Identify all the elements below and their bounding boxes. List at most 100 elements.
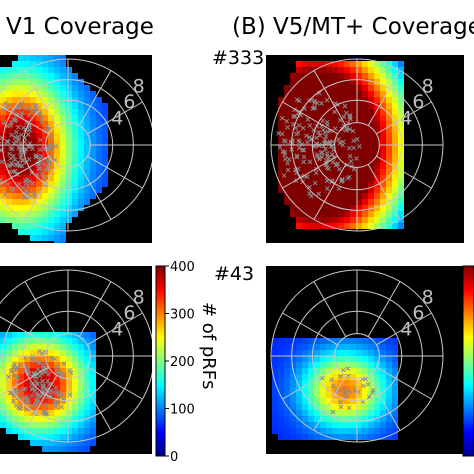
heatmap-cell — [278, 115, 284, 121]
heatmap-cell — [296, 199, 302, 205]
heatmap-cell — [368, 199, 374, 205]
heatmap-cell — [48, 151, 54, 157]
heatmap-cell — [308, 79, 314, 85]
heatmap-cell — [42, 434, 48, 440]
heatmap-cell — [24, 410, 30, 416]
heatmap-cell — [350, 61, 356, 67]
heatmap-cell — [54, 91, 60, 97]
heatmap-cell — [272, 404, 278, 410]
heatmap-cell — [392, 157, 398, 163]
heatmap-cell — [30, 356, 36, 362]
heatmap-cell — [332, 428, 338, 434]
heatmap-cell — [278, 392, 284, 398]
heatmap-cell — [78, 410, 84, 416]
heatmap-cell — [54, 362, 60, 368]
polar-spoke — [24, 281, 58, 337]
heatmap-cell — [48, 199, 54, 205]
heatmap-cell — [66, 374, 72, 380]
heatmap-cell — [54, 109, 60, 115]
heatmap-cell — [362, 73, 368, 79]
heatmap-cell — [302, 217, 308, 223]
heatmap-cell — [344, 73, 350, 79]
heatmap-cell — [386, 133, 392, 139]
heatmap-cell — [314, 428, 320, 434]
heatmap-cell — [12, 97, 18, 103]
heatmap-cell — [332, 211, 338, 217]
heatmap-cell — [54, 79, 60, 85]
heatmap-cell — [380, 133, 386, 139]
prf-marker — [370, 390, 375, 395]
heatmap-cell — [368, 151, 374, 157]
heatmap-cell — [326, 193, 332, 199]
heatmap-cell — [48, 422, 54, 428]
heatmap-cell — [66, 133, 72, 139]
heatmap-cell — [380, 163, 386, 169]
prf-marker — [8, 145, 14, 151]
prf-marker — [340, 367, 346, 373]
prf-marker — [22, 178, 28, 183]
heatmap-cell — [12, 416, 18, 422]
heatmap-cell — [36, 199, 42, 205]
heatmap-cell — [302, 145, 308, 151]
heatmap-cell — [374, 115, 380, 121]
prf-marker — [29, 170, 35, 176]
heatmap-cell — [398, 91, 404, 97]
heatmap-cell — [30, 121, 36, 127]
heatmap-cell — [0, 175, 6, 181]
prf-marker — [342, 103, 348, 109]
heatmap-cell — [362, 217, 368, 223]
heatmap-cell — [18, 428, 24, 434]
heatmap-cell — [362, 133, 368, 139]
heatmap-cell — [278, 404, 284, 410]
prf-marker — [0, 180, 2, 186]
heatmap-cell — [398, 145, 404, 151]
heatmap-cell — [60, 410, 66, 416]
heatmap-cell — [60, 434, 66, 440]
prf-marker — [357, 144, 362, 149]
prf-marker — [343, 110, 349, 116]
heatmap-cell — [66, 115, 72, 121]
heatmap-cell — [368, 127, 374, 133]
heatmap-cell — [362, 115, 368, 121]
heatmap-cell — [42, 187, 48, 193]
heatmap-cell — [78, 368, 84, 374]
heatmap-cell — [18, 368, 24, 374]
heatmap-cell — [54, 428, 60, 434]
heatmap-cell — [320, 344, 326, 350]
subject-label-333: #333 — [212, 47, 264, 69]
heatmap-cell — [314, 362, 320, 368]
heatmap-cell — [350, 434, 356, 440]
heatmap-cell — [66, 356, 72, 362]
heatmap-cell — [72, 181, 78, 187]
heatmap-cell — [296, 350, 302, 356]
polar-grid — [270, 269, 444, 443]
prf-marker — [29, 393, 35, 399]
heatmap-cell — [84, 350, 90, 356]
heatmap-cell — [296, 338, 302, 344]
prf-marker — [283, 139, 288, 144]
heatmap-cell — [60, 151, 66, 157]
prf-marker — [347, 114, 353, 120]
heatmap-cell — [12, 380, 18, 386]
prf-marker — [316, 130, 321, 135]
prf-marker — [0, 177, 3, 183]
heatmap-cell — [350, 199, 356, 205]
heatmap-cell — [302, 85, 308, 91]
heatmap-cell — [36, 362, 42, 368]
heatmap-cell — [338, 133, 344, 139]
heatmap-cell — [356, 139, 362, 145]
prf-marker — [365, 381, 371, 387]
heatmap-cell — [326, 344, 332, 350]
heatmap-cell — [338, 350, 344, 356]
heatmap-cell — [386, 79, 392, 85]
heatmap-cell — [30, 416, 36, 422]
heatmap-cell — [30, 398, 36, 404]
heatmap-cell — [84, 115, 90, 121]
heatmap-cell — [374, 199, 380, 205]
heatmap-cell — [72, 85, 78, 91]
heatmap-cell — [392, 133, 398, 139]
prf-marker — [13, 162, 19, 167]
heatmap-cell — [278, 133, 284, 139]
heatmap-cell — [398, 181, 404, 187]
heatmap-cell — [30, 133, 36, 139]
